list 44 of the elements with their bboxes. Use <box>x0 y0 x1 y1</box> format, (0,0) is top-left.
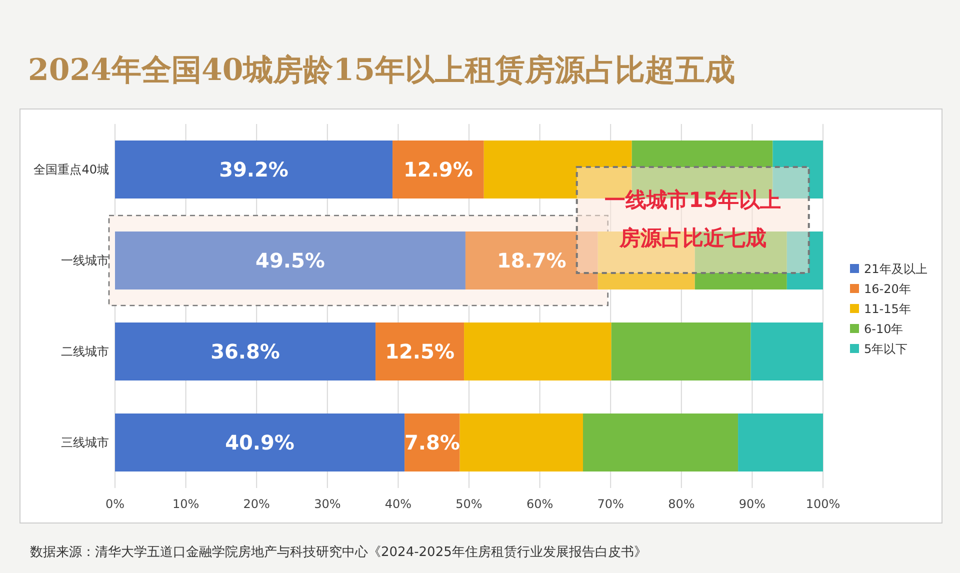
data-label: 12.5% <box>385 340 454 364</box>
legend-label: 11-15年 <box>864 302 911 316</box>
legend-label: 5年以下 <box>864 342 908 356</box>
x-tick-label: 100% <box>806 497 840 511</box>
x-tick-label: 30% <box>314 497 341 511</box>
x-tick-label: 60% <box>526 497 554 511</box>
bar <box>115 140 393 198</box>
bar <box>376 322 464 380</box>
bar <box>786 232 823 290</box>
data-label: 7.8% <box>404 430 460 454</box>
bar <box>738 414 823 472</box>
bar <box>582 414 738 472</box>
bar <box>115 322 376 380</box>
x-tick-label: 0% <box>105 497 125 511</box>
bar <box>465 232 598 290</box>
legend-label: 16-20年 <box>864 282 911 296</box>
bar <box>460 414 583 472</box>
chart-title: 2024年全国40城房龄15年以上租赁房源占比超五成 <box>28 53 735 88</box>
y-tick-label: 二线城市 <box>61 344 109 358</box>
bar <box>115 232 466 290</box>
x-tick-label: 90% <box>738 497 766 511</box>
x-tick-label: 20% <box>243 497 270 511</box>
x-tick-label: 70% <box>597 497 624 511</box>
bar <box>750 322 823 380</box>
data-label: 12.9% <box>404 158 473 182</box>
y-tick-label: 三线城市 <box>61 436 109 450</box>
bar <box>464 322 612 380</box>
data-label: 18.7% <box>496 248 566 272</box>
data-label: 40.9% <box>225 430 294 454</box>
x-tick-label: 10% <box>172 497 200 511</box>
source-note: 数据来源：清华大学五道口金融学院房地产与科技研究中心《2024-2025年住房租赁行业发展报告白皮书》 <box>30 544 647 560</box>
legend-label: 21年及以上 <box>864 262 928 276</box>
x-tick-label: 50% <box>456 497 482 511</box>
bar <box>115 414 405 472</box>
x-tick-label: 40% <box>384 497 412 511</box>
legend-label: 6-10年 <box>864 322 904 336</box>
bar <box>392 140 484 198</box>
bar <box>611 322 751 380</box>
y-tick-label: 全国重点40城 <box>34 162 109 176</box>
data-label: 39.2% <box>219 158 288 182</box>
data-label: 36.8% <box>210 340 280 364</box>
x-tick-label: 80% <box>668 497 695 511</box>
y-tick-label: 一线城市 <box>61 254 109 268</box>
data-label: 49.5% <box>256 248 325 272</box>
